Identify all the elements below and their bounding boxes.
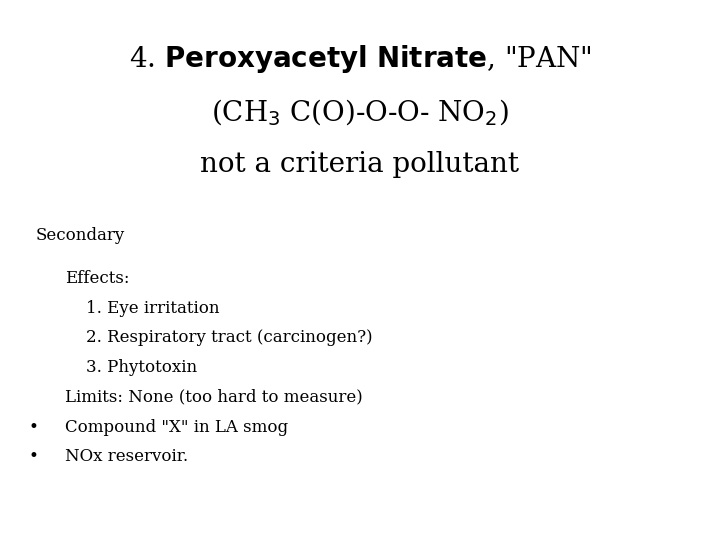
Text: Secondary: Secondary xyxy=(36,227,125,244)
Text: Compound "X" in LA smog: Compound "X" in LA smog xyxy=(65,418,288,435)
Text: not a criteria pollutant: not a criteria pollutant xyxy=(200,151,520,178)
Text: 2. Respiratory tract (carcinogen?): 2. Respiratory tract (carcinogen?) xyxy=(86,329,373,346)
Text: 3. Phytotoxin: 3. Phytotoxin xyxy=(86,359,197,376)
Text: •: • xyxy=(29,418,39,435)
Text: NOx reservoir.: NOx reservoir. xyxy=(65,448,188,465)
Text: Limits: None (too hard to measure): Limits: None (too hard to measure) xyxy=(65,389,363,406)
Text: 1. Eye irritation: 1. Eye irritation xyxy=(86,300,220,316)
Text: (CH$_3$ C(O)-O-O- NO$_2$): (CH$_3$ C(O)-O-O- NO$_2$) xyxy=(211,97,509,128)
Text: •: • xyxy=(29,448,39,465)
Text: Effects:: Effects: xyxy=(65,270,130,287)
Text: 4. $\mathbf{Peroxyacetyl\ Nitrate}$, "PAN": 4. $\mathbf{Peroxyacetyl\ Nitrate}$, "PA… xyxy=(128,43,592,75)
